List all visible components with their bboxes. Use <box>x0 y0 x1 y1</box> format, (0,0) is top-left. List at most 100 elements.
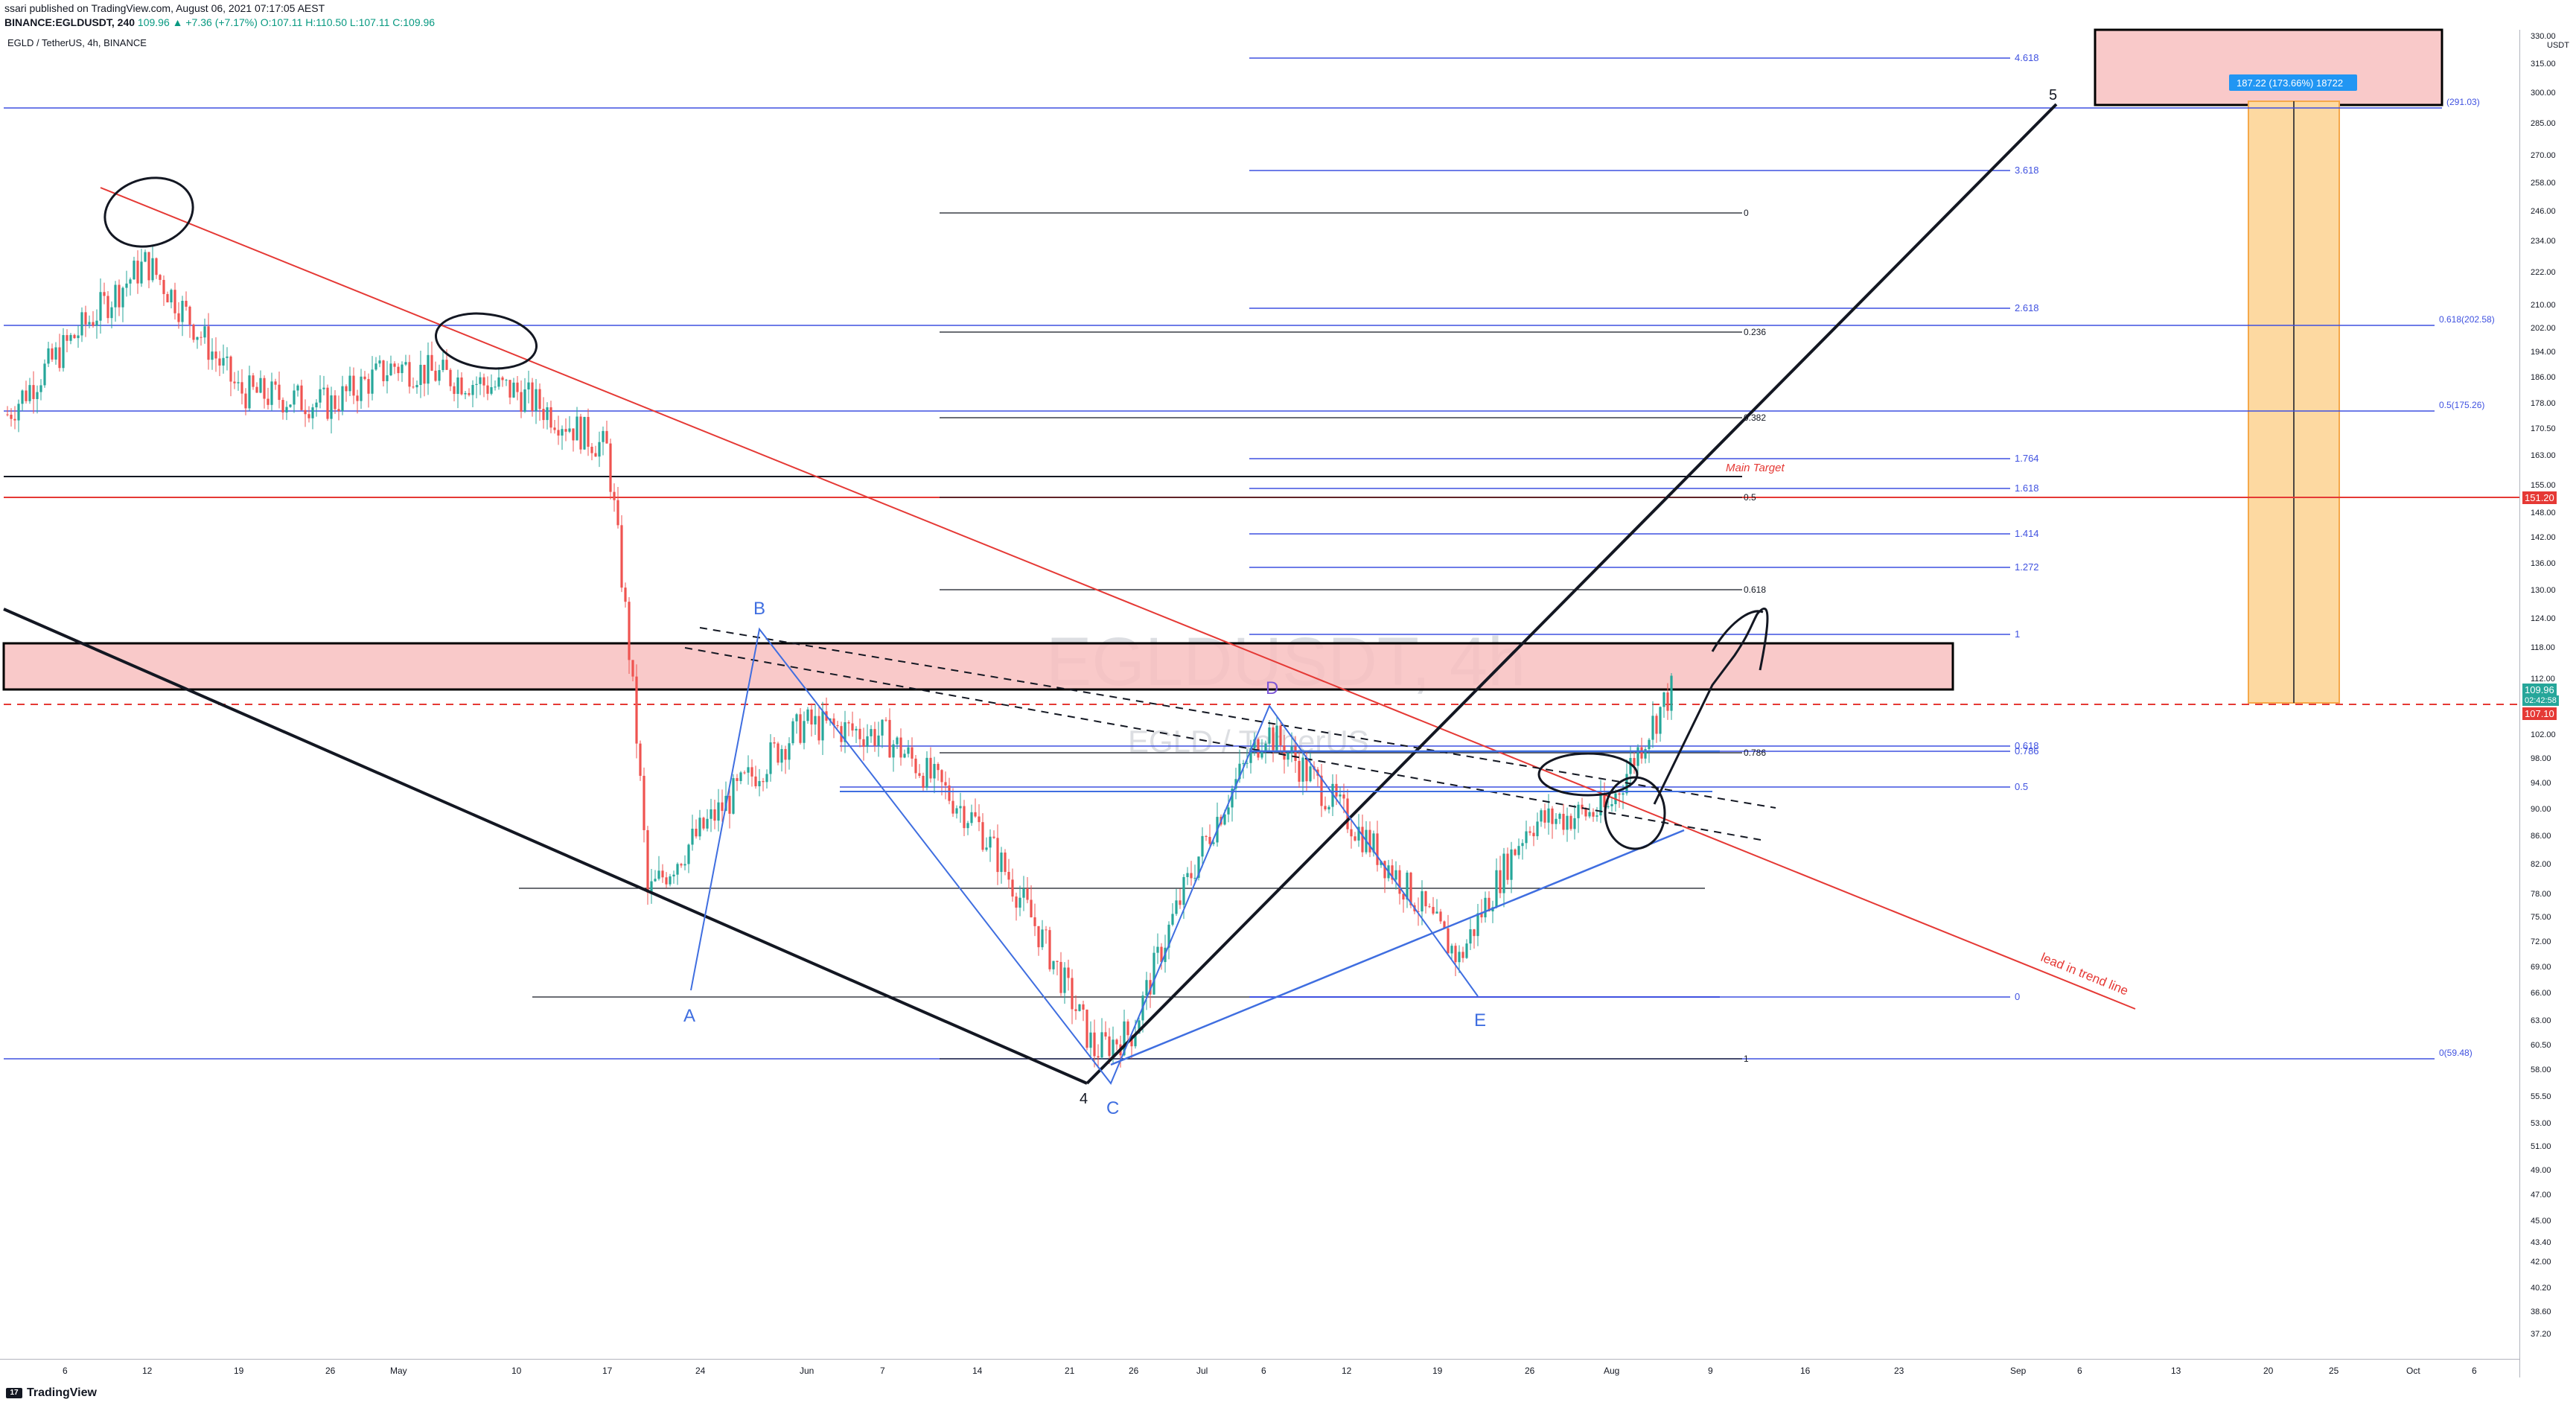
candle-body <box>1093 1032 1096 1057</box>
resistance-zone[interactable] <box>2 642 1954 691</box>
candle-body <box>1592 812 1595 817</box>
candle-body <box>710 809 712 819</box>
candle-body <box>453 386 456 395</box>
candle-body <box>430 354 433 371</box>
time-tick-label: 19 <box>1432 1366 1443 1376</box>
candle-body <box>278 384 281 401</box>
price-tick-label: 118.00 <box>2531 643 2555 653</box>
candle-body <box>777 743 780 763</box>
candle-body <box>970 812 973 824</box>
candle-body <box>80 312 83 336</box>
price-tick-label: 53.00 <box>2531 1119 2551 1129</box>
wave-line-lower[interactable] <box>3 608 1088 1085</box>
candle-body <box>1152 952 1155 995</box>
candle-body <box>1212 842 1215 844</box>
candle-body <box>1476 913 1479 937</box>
wave-line-impulse[interactable] <box>1085 103 2058 1085</box>
axis-unit: USDT <box>2547 41 2569 50</box>
candle-body <box>1268 727 1271 744</box>
candle-body <box>233 381 236 383</box>
candle-body <box>13 418 16 421</box>
candle-body <box>754 776 757 786</box>
price-tick-label: 210.00 <box>2531 300 2556 310</box>
candle-body <box>1149 980 1152 995</box>
candle-body <box>348 375 351 392</box>
candle-body <box>866 736 869 747</box>
time-axis[interactable]: 6 12 19 26 May 10 17 24 Jun 7 14 21 26 Jul 6 12 19 26 Aug 9… <box>0 1359 2519 1382</box>
tradingview-logo-icon: 17 <box>6 1388 22 1398</box>
time-tick-label: 17 <box>602 1366 613 1376</box>
pair-title[interactable]: EGLD / TetherUS, 4h, BINANCE <box>7 37 147 48</box>
candle-body <box>166 293 169 303</box>
candle-body <box>1134 1033 1137 1047</box>
candle-body <box>695 828 698 837</box>
candle-body <box>54 347 57 360</box>
time-tick-label: 19 <box>234 1366 244 1376</box>
candle-body <box>978 816 981 823</box>
candle-body <box>51 348 54 360</box>
measure-label-bg <box>2229 74 2357 91</box>
candle-body <box>1651 716 1654 740</box>
point-d: D <box>1266 678 1278 698</box>
price-tick-label: 43.40 <box>2531 1237 2551 1247</box>
candle-body <box>1543 810 1546 823</box>
candle-body <box>334 395 337 410</box>
candle-body <box>229 356 232 382</box>
price-tick-label: 60.50 <box>2531 1040 2551 1050</box>
lead-in-trend-line[interactable] <box>100 187 2136 1010</box>
fib-retracement[interactable] <box>940 212 1742 1060</box>
fib-extension[interactable] <box>840 57 2010 998</box>
candle-body <box>832 718 835 725</box>
candle-body <box>330 395 333 419</box>
price-tick-label: 315.00 <box>2531 60 2556 69</box>
candle-body <box>345 386 348 392</box>
price-tick-label: 58.00 <box>2531 1065 2551 1075</box>
candle-body <box>799 714 802 743</box>
candle-body <box>434 370 437 381</box>
candle-body <box>549 407 552 428</box>
candle-body <box>922 775 925 788</box>
candle-body <box>691 828 694 845</box>
candle-body <box>69 334 72 341</box>
wave-5: 5 <box>2049 87 2057 103</box>
candle-body <box>367 379 370 394</box>
fib-retr-label: 0.786 <box>1744 748 1766 758</box>
price-tick-label: 37.20 <box>2531 1330 2551 1339</box>
abcde-pattern[interactable] <box>690 627 1479 1085</box>
price-tick-label: 98.00 <box>2531 754 2551 763</box>
time-tick-label: Jul <box>1196 1366 1208 1376</box>
abcde-lower-line[interactable] <box>1110 829 1685 1066</box>
candle-body <box>106 296 109 319</box>
candle-body <box>706 818 709 829</box>
time-tick-label: May <box>390 1366 407 1376</box>
candle-body <box>1569 815 1572 829</box>
candle-body <box>1488 897 1491 911</box>
candle-body <box>1566 815 1569 830</box>
candle-body <box>177 313 180 322</box>
candle-body <box>624 587 627 602</box>
target-zone[interactable] <box>2094 28 2443 106</box>
candle-body <box>1484 897 1487 917</box>
candle-body <box>103 292 106 296</box>
fib-ext-label: 2.618 <box>2015 302 2039 313</box>
candle-body <box>252 375 255 387</box>
candle-body <box>1071 978 1074 1010</box>
candle-body <box>482 377 485 386</box>
candle-body <box>1558 813 1561 819</box>
candle-body <box>1603 793 1606 808</box>
candle-body <box>118 284 121 308</box>
time-tick-label: 20 <box>2263 1366 2274 1376</box>
fib-retr-label: 0 <box>1744 208 1749 218</box>
candle-body <box>1018 897 1021 908</box>
candle-body <box>661 870 664 878</box>
candle-body <box>1000 853 1003 873</box>
price-tick-label: 258.00 <box>2531 178 2556 188</box>
candle-body <box>1428 906 1431 908</box>
candle-body <box>471 384 474 395</box>
price-tick-label: 270.00 <box>2531 151 2556 161</box>
price-tick-label: 163.00 <box>2531 451 2556 461</box>
time-tick-label: Jun <box>800 1366 814 1376</box>
candle-body <box>43 363 46 386</box>
time-tick-label: 26 <box>325 1366 336 1376</box>
